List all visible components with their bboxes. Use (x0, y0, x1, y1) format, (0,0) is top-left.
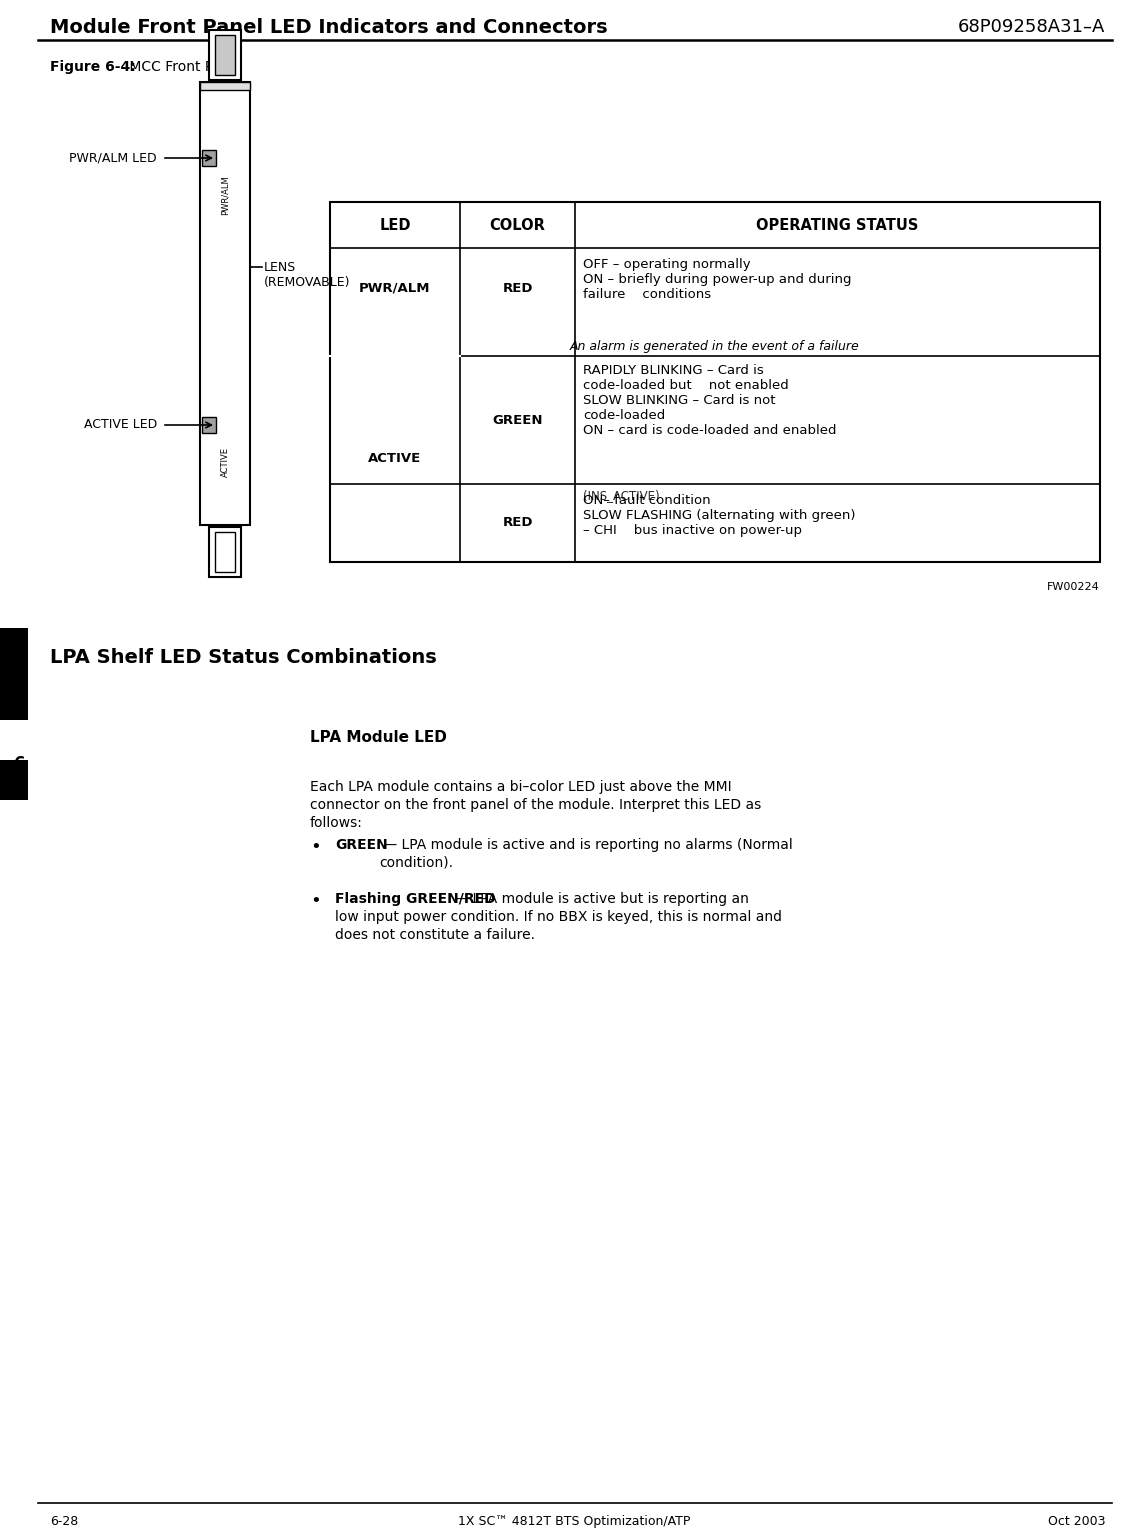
Text: LENS
(REMOVABLE): LENS (REMOVABLE) (264, 260, 350, 290)
Text: 6-28: 6-28 (51, 1515, 78, 1528)
Text: SLOW FLASHING (alternating with green): SLOW FLASHING (alternating with green) (583, 510, 855, 522)
Text: — LPA module is active and is reporting no alarms (Normal: — LPA module is active and is reporting … (379, 838, 793, 852)
Bar (209, 29, 241, 80)
Text: – CHI    bus inactive on power-up: – CHI bus inactive on power-up (583, 524, 802, 537)
Text: Flashing GREEN/RED: Flashing GREEN/RED (335, 892, 496, 906)
Text: does not constitute a failure.: does not constitute a failure. (335, 929, 535, 942)
Text: GREEN: GREEN (492, 414, 543, 427)
Bar (202, 417, 216, 433)
Text: 68P09258A31–A: 68P09258A31–A (957, 18, 1106, 35)
Text: GREEN: GREEN (335, 838, 388, 852)
Text: Figure 6-4:: Figure 6-4: (51, 60, 135, 74)
Text: Module Front Panel LED Indicators and Connectors: Module Front Panel LED Indicators and Co… (51, 18, 607, 37)
Text: low input power condition. If no BBX is keyed, this is normal and: low input power condition. If no BBX is … (335, 910, 782, 924)
Text: ACTIVE: ACTIVE (220, 447, 230, 477)
Text: •: • (310, 838, 320, 856)
Text: OPERATING STATUS: OPERATING STATUS (757, 217, 918, 233)
Text: ON – card is code-loaded and enabled: ON – card is code-loaded and enabled (583, 424, 837, 437)
Text: condition).: condition). (379, 856, 453, 870)
Text: PWR/ALM: PWR/ALM (359, 282, 430, 294)
Text: 1X SC™ 4812T BTS Optimization/ATP: 1X SC™ 4812T BTS Optimization/ATP (458, 1515, 690, 1528)
Text: RED: RED (503, 516, 533, 530)
Text: LPA Module LED: LPA Module LED (310, 730, 447, 745)
Text: ON– fault condition: ON– fault condition (583, 494, 711, 507)
Text: PWR/ALM LED: PWR/ALM LED (69, 151, 157, 165)
Text: LED: LED (379, 217, 411, 233)
Text: connector on the front panel of the module. Interpret this LED as: connector on the front panel of the modu… (310, 798, 761, 812)
Text: ACTIVE: ACTIVE (369, 453, 421, 465)
Text: FW00224: FW00224 (1047, 582, 1100, 591)
Text: RED: RED (503, 282, 533, 294)
Text: 6: 6 (14, 755, 25, 773)
Text: OFF – operating normally: OFF – operating normally (583, 259, 751, 271)
Bar (0, 761, 28, 799)
Text: An alarm is generated in the event of a failure: An alarm is generated in the event of a … (571, 340, 860, 353)
Text: SLOW BLINKING – Card is not: SLOW BLINKING – Card is not (583, 394, 776, 407)
Bar (209, 527, 241, 578)
Text: LPA Shelf LED Status Combinations: LPA Shelf LED Status Combinations (51, 648, 436, 667)
Text: COLOR: COLOR (489, 217, 545, 233)
Text: code-loaded but    not enabled: code-loaded but not enabled (583, 379, 789, 393)
Bar (0, 628, 28, 721)
Bar (202, 149, 216, 166)
Text: code-loaded: code-loaded (583, 410, 665, 422)
Text: •: • (310, 892, 320, 910)
Text: Oct 2003: Oct 2003 (1047, 1515, 1106, 1528)
Text: follows:: follows: (310, 816, 363, 830)
Text: Each LPA module contains a bi–color LED just above the MMI: Each LPA module contains a bi–color LED … (310, 779, 731, 795)
Bar (200, 82, 250, 525)
Text: PWR/ALM: PWR/ALM (220, 176, 230, 216)
Bar (329, 202, 1100, 562)
Bar (215, 531, 235, 571)
Text: — LPA module is active but is reporting an: — LPA module is active but is reporting … (450, 892, 748, 906)
Bar (215, 35, 235, 75)
Text: ON – briefly during power-up and during: ON – briefly during power-up and during (583, 273, 852, 286)
Text: RAPIDLY BLINKING – Card is: RAPIDLY BLINKING – Card is (583, 363, 763, 377)
Text: (INS_ACTIVE): (INS_ACTIVE) (583, 490, 660, 502)
Text: failure    conditions: failure conditions (583, 288, 711, 300)
Bar (200, 82, 250, 89)
Text: MCC Front Panel: MCC Front Panel (125, 60, 242, 74)
Text: ACTIVE LED: ACTIVE LED (84, 419, 157, 431)
